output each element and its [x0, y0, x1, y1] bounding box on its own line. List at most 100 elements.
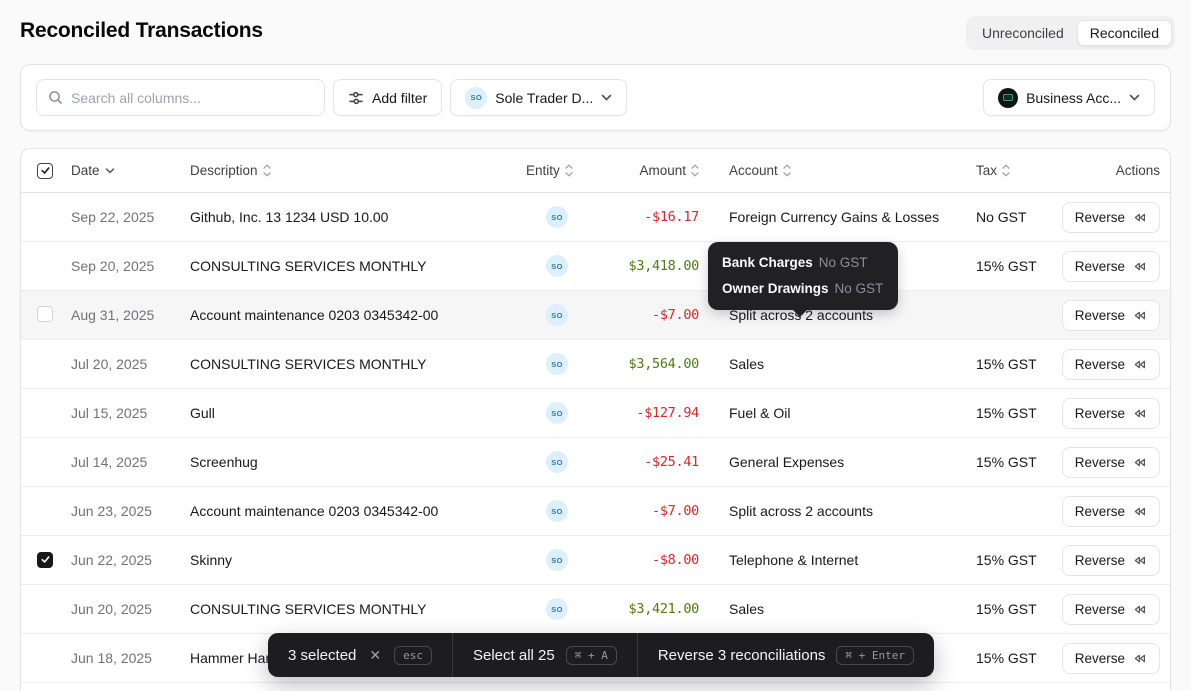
cell-account: Telephone & Internet — [729, 552, 859, 568]
split-accounts-tooltip: Bank Charges No GST Owner Drawings No GS… — [708, 242, 898, 317]
chevron-down-icon — [601, 94, 612, 101]
col-header-date[interactable]: Date — [71, 163, 190, 178]
reverse-button[interactable]: Reverse — [1061, 593, 1160, 625]
tooltip-account: Owner Drawings — [722, 281, 829, 296]
reverse-button[interactable]: Reverse — [1061, 495, 1160, 527]
cell-checkbox — [37, 355, 71, 374]
col-header-description[interactable]: Description — [190, 163, 526, 178]
table-row[interactable]: Jun 20, 2025 CONSULTING SERVICES MONTHLY… — [21, 585, 1170, 634]
reverse-button-label: Reverse — [1074, 405, 1125, 421]
cell-tax: 15% GST — [976, 601, 1037, 617]
search-box[interactable] — [36, 79, 325, 116]
rewind-icon — [1134, 507, 1145, 515]
cell-entity: SO — [526, 402, 588, 424]
rewind-icon — [1134, 213, 1145, 221]
reverse-button[interactable]: Reverse — [1061, 299, 1160, 331]
table-body: Sep 22, 2025 Github, Inc. 13 1234 USD 10… — [21, 193, 1170, 683]
search-input[interactable] — [71, 89, 313, 106]
cell-actions: Reverse — [1048, 642, 1160, 674]
cell-description: Skinny — [190, 552, 233, 568]
table-row[interactable]: Jul 20, 2025 CONSULTING SERVICES MONTHLY… — [21, 340, 1170, 389]
cell-checkbox — [37, 208, 71, 227]
reverse-key-hint: ⌘ + Enter — [836, 645, 915, 665]
select-all-button[interactable]: Select all 25 ⌘ + A — [453, 633, 637, 677]
toggle-unreconciled[interactable]: Unreconciled — [969, 20, 1077, 46]
cell-date: Jun 20, 2025 — [71, 601, 152, 617]
cell-entity: SO — [526, 598, 588, 620]
sort-icon — [262, 164, 271, 177]
sort-icon — [783, 164, 791, 177]
entity-badge: SO — [546, 451, 568, 473]
entity-badge: SO — [546, 255, 568, 277]
rewind-icon — [1134, 654, 1145, 662]
selection-bar: 3 selected ✕ esc Select all 25 ⌘ + A Rev… — [268, 633, 935, 677]
reverse-button[interactable]: Reverse — [1061, 642, 1160, 674]
split-accounts-link[interactable]: Split across 2 accounts — [729, 503, 873, 519]
entity-badge: SO — [546, 402, 568, 424]
close-icon[interactable]: ✕ — [369, 647, 382, 663]
entity-badge: SO — [546, 549, 568, 571]
reverse-selected-button[interactable]: Reverse 3 reconciliations ⌘ + Enter — [638, 633, 934, 677]
reverse-button[interactable]: Reverse — [1061, 201, 1160, 233]
bank-account-dropdown[interactable]: Business Acc... — [983, 79, 1155, 116]
table-row[interactable]: Jul 14, 2025 Screenhug SO -$25.41 Genera… — [21, 438, 1170, 487]
table-row[interactable]: Jul 15, 2025 Gull SO -$127.94 Fuel & Oil… — [21, 389, 1170, 438]
select-all-checkbox[interactable] — [37, 162, 53, 179]
tooltip-row: Owner Drawings No GST — [722, 276, 884, 302]
cell-amount: $3,564.00 — [628, 356, 700, 372]
cell-description: CONSULTING SERVICES MONTHLY — [190, 601, 427, 617]
col-header-actions: Actions — [1115, 163, 1160, 178]
reverse-button[interactable]: Reverse — [1061, 544, 1160, 576]
cell-account: Split across 2 accounts — [709, 503, 957, 519]
reverse-button-label: Reverse — [1074, 454, 1125, 470]
cell-actions: Reverse — [1048, 446, 1160, 478]
toggle-reconciled[interactable]: Reconciled — [1076, 20, 1172, 46]
cell-tax: 15% GST — [976, 454, 1037, 470]
table-row[interactable]: Sep 22, 2025 Github, Inc. 13 1234 USD 10… — [21, 193, 1170, 242]
col-header-entity[interactable]: Entity — [526, 163, 588, 178]
selection-count-section: 3 selected ✕ esc — [268, 633, 452, 677]
transactions-table: Date Description Entity Amount Account T… — [20, 148, 1171, 691]
col-header-amount[interactable]: Amount — [588, 163, 709, 178]
cell-actions: Reverse — [1048, 593, 1160, 625]
sort-desc-icon — [105, 167, 114, 173]
cell-amount: -$7.00 — [652, 503, 699, 519]
entity-filter-dropdown[interactable]: SO Sole Trader D... — [450, 79, 628, 116]
cell-amount: $3,421.00 — [628, 601, 700, 617]
cell-account: Sales — [729, 356, 765, 372]
reconcile-status-toggle: Unreconciled Reconciled — [966, 16, 1175, 50]
col-header-tax[interactable]: Tax — [957, 163, 1048, 178]
entity-badge: SO — [546, 304, 568, 326]
rewind-icon — [1134, 409, 1145, 417]
add-filter-label: Add filter — [372, 89, 428, 106]
sort-icon — [565, 164, 573, 177]
cell-amount: -$127.94 — [636, 405, 699, 421]
sort-icon — [691, 164, 699, 177]
add-filter-button[interactable]: Add filter — [333, 79, 443, 116]
cell-checkbox — [37, 404, 71, 423]
table-row[interactable]: Jun 22, 2025 Skinny SO -$8.00 Telephone … — [21, 536, 1170, 585]
table-row[interactable]: Sep 20, 2025 CONSULTING SERVICES MONTHLY… — [21, 242, 1170, 291]
row-checkbox[interactable] — [37, 551, 53, 568]
reverse-button[interactable]: Reverse — [1061, 446, 1160, 478]
cell-entity: SO — [526, 500, 588, 522]
reverse-button[interactable]: Reverse — [1061, 348, 1160, 380]
selection-bar-divider — [636, 633, 638, 677]
reverse-button[interactable]: Reverse — [1061, 397, 1160, 429]
entity-filter-label: Sole Trader D... — [495, 89, 594, 106]
cell-date: Jun 23, 2025 — [71, 503, 152, 519]
tooltip-caret — [792, 309, 808, 317]
reverse-button[interactable]: Reverse — [1061, 250, 1160, 282]
cell-tax: No GST — [976, 209, 1027, 225]
entity-badge: SO — [546, 500, 568, 522]
rewind-icon — [1134, 311, 1145, 319]
select-all-key-hint: ⌘ + A — [565, 645, 617, 665]
cell-description: CONSULTING SERVICES MONTHLY — [190, 258, 427, 274]
table-row[interactable]: Aug 31, 2025 Account maintenance 0203 03… — [21, 291, 1170, 340]
row-checkbox[interactable] — [37, 305, 53, 322]
table-row[interactable]: Jun 23, 2025 Account maintenance 0203 03… — [21, 487, 1170, 536]
col-header-account[interactable]: Account — [709, 163, 957, 178]
tooltip-tax: No GST — [834, 281, 884, 296]
cell-description: CONSULTING SERVICES MONTHLY — [190, 356, 427, 372]
bank-account-label: Business Acc... — [1026, 89, 1121, 106]
